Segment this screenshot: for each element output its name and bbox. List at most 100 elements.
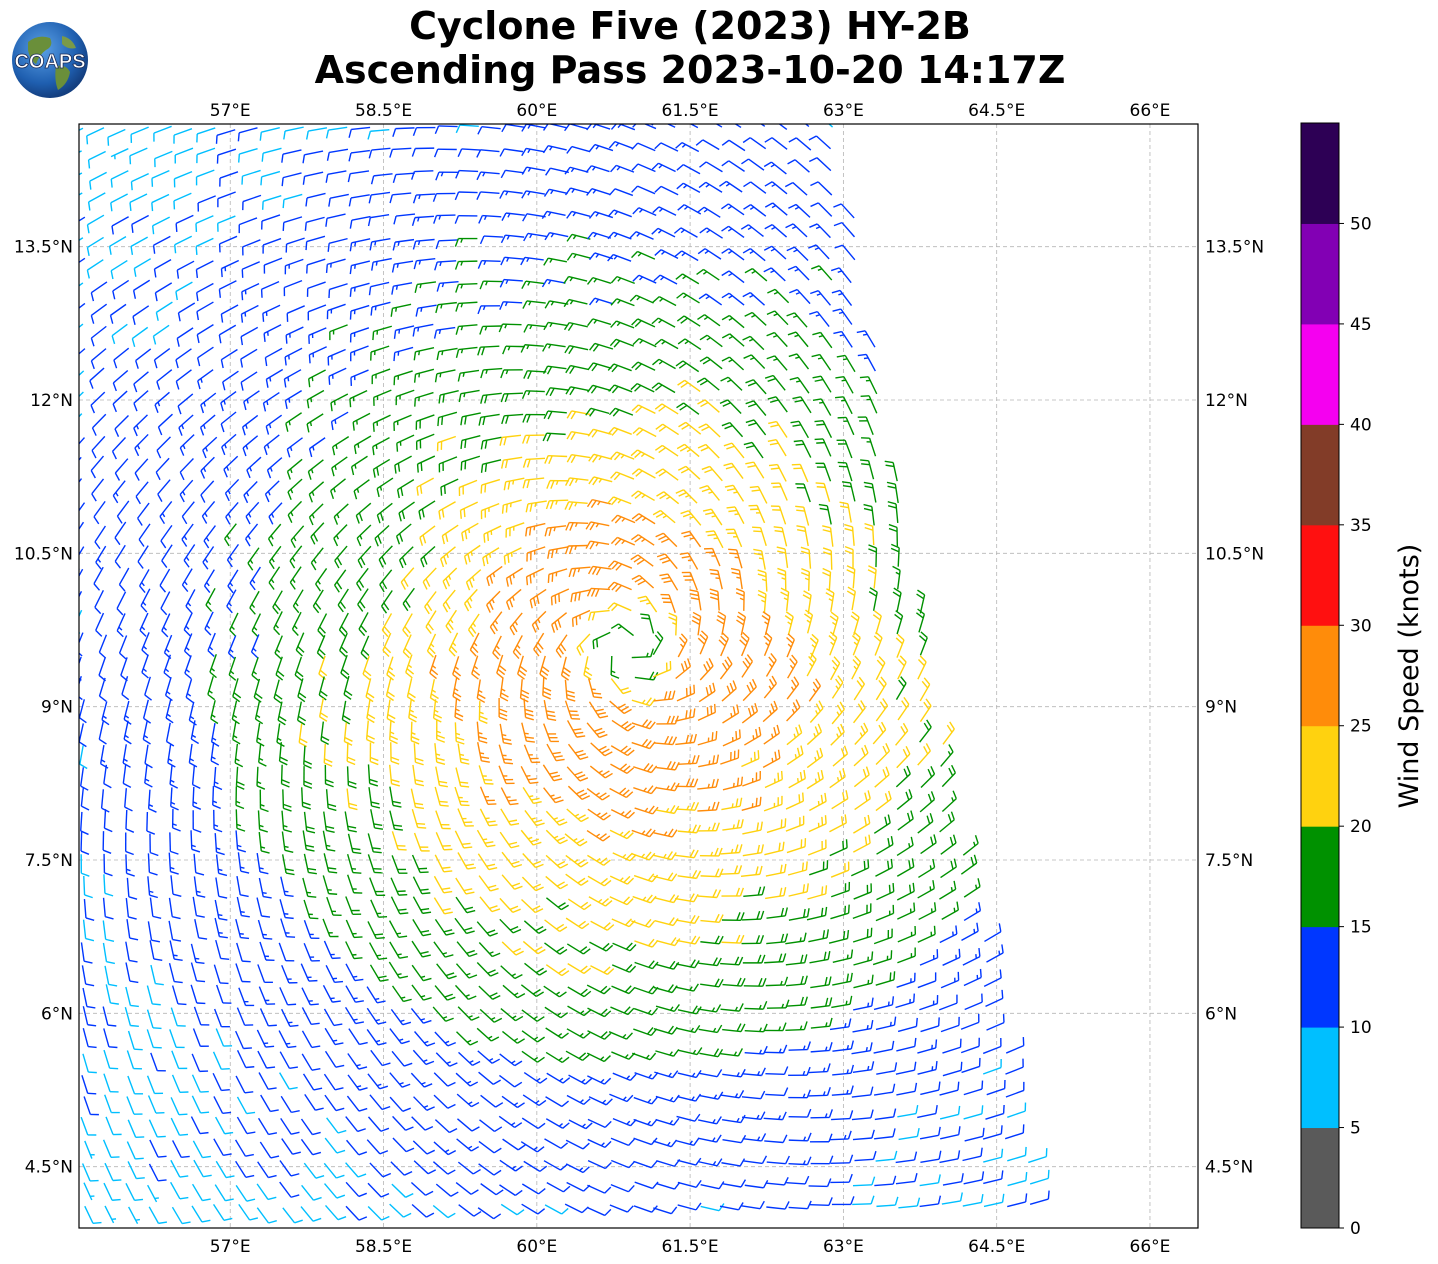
wind-barb [719,656,733,680]
wind-barb [567,986,592,998]
wind-barb [743,181,767,194]
wind-barb [101,701,110,726]
wind-barb [116,500,130,524]
wind-barb [151,170,170,187]
wind-barb [95,545,107,570]
wind-barb [743,354,766,369]
wind-barb [298,723,308,748]
wind-barb [607,560,633,571]
wind-barb [677,1179,702,1188]
wind-barb [479,808,498,827]
wind-barb [112,390,128,413]
wind-barb [137,502,150,526]
wind-barb [630,449,655,460]
wind-barb [655,1094,680,1103]
wind-barb [236,896,250,918]
wind-barb [742,291,765,306]
wind-barb [369,964,389,982]
wind-barb [308,369,326,388]
wind-barb [458,389,480,403]
wind-barb [79,391,84,398]
wind-barb [149,897,162,920]
wind-barb [499,1184,523,1196]
wind-barb [699,227,723,239]
wind-barb [564,679,576,702]
wind-barb [102,942,115,965]
wind-barb [424,591,437,615]
wind-barb [853,814,871,834]
wind-barb [543,1160,568,1171]
wind-barb [257,810,268,833]
wind-barb [1005,1037,1025,1054]
wind-barb [846,586,856,611]
wind-barb [722,977,746,987]
wind-barb [498,323,522,333]
wind-barb [633,1205,658,1213]
wind-barb [389,720,399,745]
wind-barb [765,653,777,677]
wind-barb [852,1129,875,1141]
wind-barb [564,700,581,720]
wind-barb [257,1050,276,1069]
wind-barb [608,407,634,417]
wind-barb [94,590,104,615]
lon-tick-label-top: 66°E [1130,101,1171,121]
wind-barb [281,1138,301,1155]
wind-barb [523,324,547,333]
wind-barb [607,602,632,612]
wind-barb [565,873,589,886]
wind-barb [815,482,831,502]
wind-barb [258,986,276,1005]
wind-barb [256,852,269,875]
wind-barb [175,214,194,232]
wind-barb [389,764,400,787]
wind-barb [173,128,193,144]
wind-barb [86,259,104,279]
lon-tick-label-top: 57°E [210,101,251,121]
wind-barb [652,358,676,370]
wind-barb [389,192,412,204]
wind-barb [674,893,699,903]
wind-barb [566,430,591,441]
wind-barb [94,525,107,550]
wind-barb [300,1138,322,1156]
wind-barb [719,399,742,414]
wind-barb [764,181,788,195]
wind-barb [259,941,275,962]
wind-barb [440,546,456,568]
wind-barb [677,1005,702,1015]
wind-barb [677,1070,702,1079]
wind-barb [283,126,304,140]
wind-barb [300,963,318,982]
wind-barb [800,546,812,569]
wind-barb [785,932,807,945]
wind-barb [551,612,568,633]
wind-barb [165,722,175,747]
wind-barb [499,831,520,849]
wind-barb [676,315,701,327]
wind-barb [676,684,696,702]
wind-barb [787,654,798,679]
wind-barb [633,1118,658,1127]
wind-barb [259,126,280,141]
wind-barb [681,530,702,548]
wind-barb [709,568,723,590]
wind-barb [520,1141,545,1153]
wind-barb [215,939,230,961]
wind-barb [523,370,547,380]
wind-barb [610,1137,635,1147]
wind-barb [478,1163,502,1176]
wind-barb [416,455,436,473]
wind-barb [346,854,362,874]
wind-barb [169,765,179,789]
wind-barb [587,384,612,394]
wind-barb [984,923,1002,943]
wind-barb [810,976,832,989]
wind-barb [830,1154,854,1164]
wind-barb [126,1141,144,1160]
wind-barb [742,821,763,835]
wind-barb [110,193,128,212]
wind-barb [185,678,194,704]
wind-barb [262,237,282,254]
wind-barb [256,1183,277,1201]
